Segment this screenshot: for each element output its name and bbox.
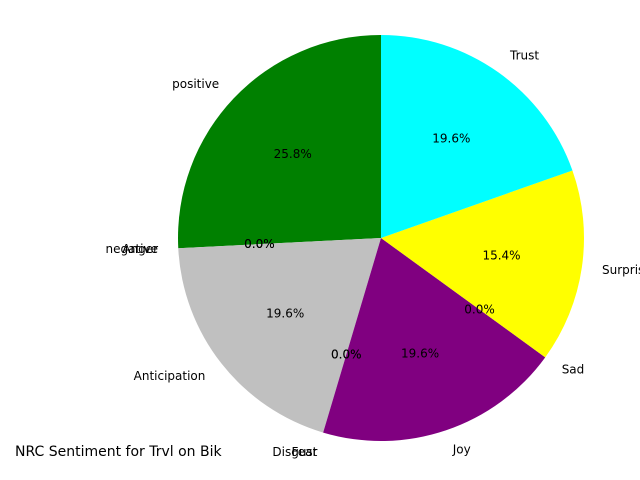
pct-label-fear: 0.0%: [331, 348, 362, 362]
pie-slices: [178, 35, 585, 442]
slice-joy: [323, 238, 546, 442]
pct-label-sad: 0.0%: [464, 303, 495, 317]
slice-positive: [178, 35, 381, 249]
category-label-joy: Joy: [452, 443, 471, 457]
category-label-negative: negative: [106, 242, 158, 256]
pct-label-joy: 19.6%: [401, 346, 439, 360]
slice-anticipation: [178, 238, 381, 433]
category-label-anticipation: Anticipation: [134, 369, 206, 383]
category-label-fear: Fear: [291, 445, 317, 459]
pct-label-anticipation: 19.6%: [266, 306, 304, 320]
category-label-trust: Trust: [509, 49, 539, 63]
pct-label-positive: 25.8%: [274, 147, 312, 161]
slice-trust: [381, 35, 573, 238]
category-label-disgust: Disgust: [272, 445, 317, 459]
pct-label-disgust: 0.0%: [331, 348, 362, 362]
category-label-anger: Anger: [122, 242, 158, 256]
slice-surprise: [381, 170, 585, 358]
pct-label-surprise: 15.4%: [482, 249, 520, 263]
category-label-positive: positive: [172, 77, 219, 91]
category-label-sad: Sad: [562, 362, 585, 376]
chart-title: NRC Sentiment for Trvl on Bik: [15, 444, 223, 460]
pct-label-trust: 19.6%: [432, 132, 470, 146]
percent-labels: 25.8%0.0%0.0%19.6%0.0%0.0% 19.6%0.0%15.4%…: [244, 132, 520, 362]
pct-label-negative: 0.0%: [244, 237, 275, 251]
category-label-surprise: Surprise: [602, 263, 640, 277]
pct-label-anger: 0.0%: [244, 237, 275, 251]
